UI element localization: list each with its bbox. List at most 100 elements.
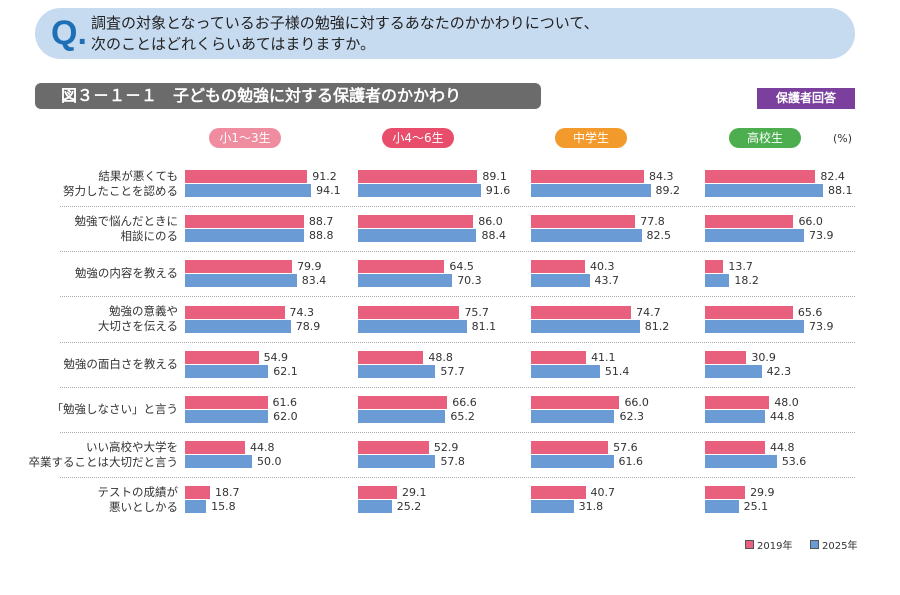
bar-2019年 (705, 441, 766, 455)
legend-label: 2025年 (822, 541, 858, 552)
category-line: 勉強の内容を教える (74, 266, 178, 281)
data-label: 62.0 (273, 410, 298, 423)
bar-2025年 (185, 410, 269, 423)
data-label: 13.7 (728, 260, 753, 274)
category-line: 悪いとしかる (109, 499, 178, 514)
legend-2025: 2025年 (810, 537, 857, 552)
data-label: 30.9 (751, 350, 776, 364)
bar-2025年 (531, 410, 615, 423)
bar-2019年 (705, 215, 794, 229)
question-line-1: 調査の対象となっているお子様の勉強に対するあなたのかかわりについて、 (91, 14, 599, 32)
category-label: 結果が悪くても 努力したことを認める (63, 169, 178, 199)
row-separator (60, 341, 855, 343)
bar-2025年 (531, 500, 574, 514)
bar-2019年 (358, 441, 429, 455)
bar-2025年 (705, 455, 777, 469)
data-label: 79.9 (297, 260, 322, 274)
bar-2025年 (531, 364, 600, 378)
data-label: 83.4 (301, 274, 327, 288)
bar-2019年 (705, 170, 816, 183)
bar-2019年 (185, 441, 246, 455)
bar-2019年 (705, 260, 724, 274)
category-line: 卒業することは大切だと言う (28, 454, 179, 469)
data-label: 29.1 (401, 486, 427, 500)
data-label: 86.0 (478, 215, 503, 229)
bar-2025年 (531, 455, 614, 469)
bar-2025年 (705, 500, 739, 514)
category-line: 相談にのる (120, 228, 179, 243)
bar-2019年 (531, 486, 586, 500)
bar-2025年 (185, 184, 312, 197)
data-label: 74.7 (636, 305, 661, 319)
category-label: 「勉強しなさい」と言う (52, 402, 179, 417)
category-line: いい高校や大学を (86, 439, 178, 454)
data-label: 50.0 (257, 455, 282, 469)
data-label: 88.7 (308, 215, 334, 229)
data-label: 75.7 (464, 305, 489, 319)
bar-2025年 (705, 184, 824, 197)
data-label: 41.1 (591, 350, 616, 364)
bar-2025年 (531, 184, 651, 197)
question-line-2: 次のことはどれくらいあてはまりますか。 (91, 35, 376, 53)
bar-2019年 (185, 215, 304, 229)
bar-2019年 (185, 260, 293, 274)
data-label: 82.5 (646, 229, 672, 243)
data-label: 57.6 (613, 441, 638, 455)
bar-2025年 (358, 229, 477, 243)
bar-2019年 (705, 486, 746, 500)
category-line: テストの成績が (97, 484, 179, 499)
data-label: 89.1 (482, 170, 507, 183)
data-label: 73.9 (809, 319, 834, 333)
bar-2019年 (531, 441, 609, 455)
data-label: 66.6 (452, 396, 477, 409)
category-label: いい高校や大学を 卒業することは大切だと言う (29, 440, 179, 470)
data-label: 82.4 (820, 170, 845, 183)
bar-2019年 (358, 260, 445, 274)
row-separator (60, 386, 855, 388)
data-label: 81.2 (644, 319, 670, 333)
data-label: 44.8 (250, 441, 275, 455)
data-label: 40.3 (590, 260, 615, 274)
bar-2025年 (705, 410, 766, 423)
panel-header: 小4～6生 (382, 128, 454, 148)
data-label: 62.3 (619, 410, 644, 423)
data-label: 40.7 (590, 486, 616, 500)
row-separator (60, 296, 855, 298)
category-line: 結果が悪くても (98, 168, 178, 183)
bar-2025年 (185, 229, 304, 243)
data-label: 31.8 (578, 500, 604, 514)
bar-2019年 (358, 350, 424, 364)
bar-2025年 (185, 364, 269, 378)
data-label: 65.2 (450, 410, 475, 423)
bar-2025年 (705, 274, 730, 288)
legend-swatch (745, 540, 754, 549)
data-label: 18.7 (215, 486, 240, 500)
data-label: 25.1 (743, 500, 769, 514)
bar-2019年 (358, 170, 478, 183)
bar-2019年 (358, 486, 397, 500)
category-line: 努力したことを認める (63, 183, 178, 198)
bar-2019年 (531, 305, 632, 319)
data-label: 42.3 (766, 364, 792, 378)
data-label: 94.1 (316, 184, 341, 197)
category-line: 勉強の面白さを教える (63, 356, 178, 371)
bar-2025年 (358, 274, 453, 288)
bar-2019年 (531, 170, 644, 183)
bar-2025年 (185, 319, 291, 333)
bar-2025年 (358, 364, 436, 378)
panel-header: 小1～3生 (209, 128, 281, 148)
panel-header: 中学生 (555, 128, 627, 148)
bar-2025年 (531, 229, 642, 243)
data-label: 84.3 (648, 170, 674, 183)
data-label: 89.2 (655, 184, 681, 197)
legend-label: 2019年 (757, 541, 793, 552)
bar-2025年 (705, 319, 805, 333)
legend-2019: 2019年 (745, 537, 792, 552)
data-label: 70.3 (457, 274, 482, 288)
category-label: 勉強の意義や 大切さを伝える (98, 304, 178, 334)
bar-2025年 (358, 184, 481, 197)
bar-2019年 (531, 350, 587, 364)
bar-2019年 (705, 396, 770, 409)
data-label: 18.2 (734, 274, 759, 288)
data-label: 57.8 (440, 455, 465, 469)
